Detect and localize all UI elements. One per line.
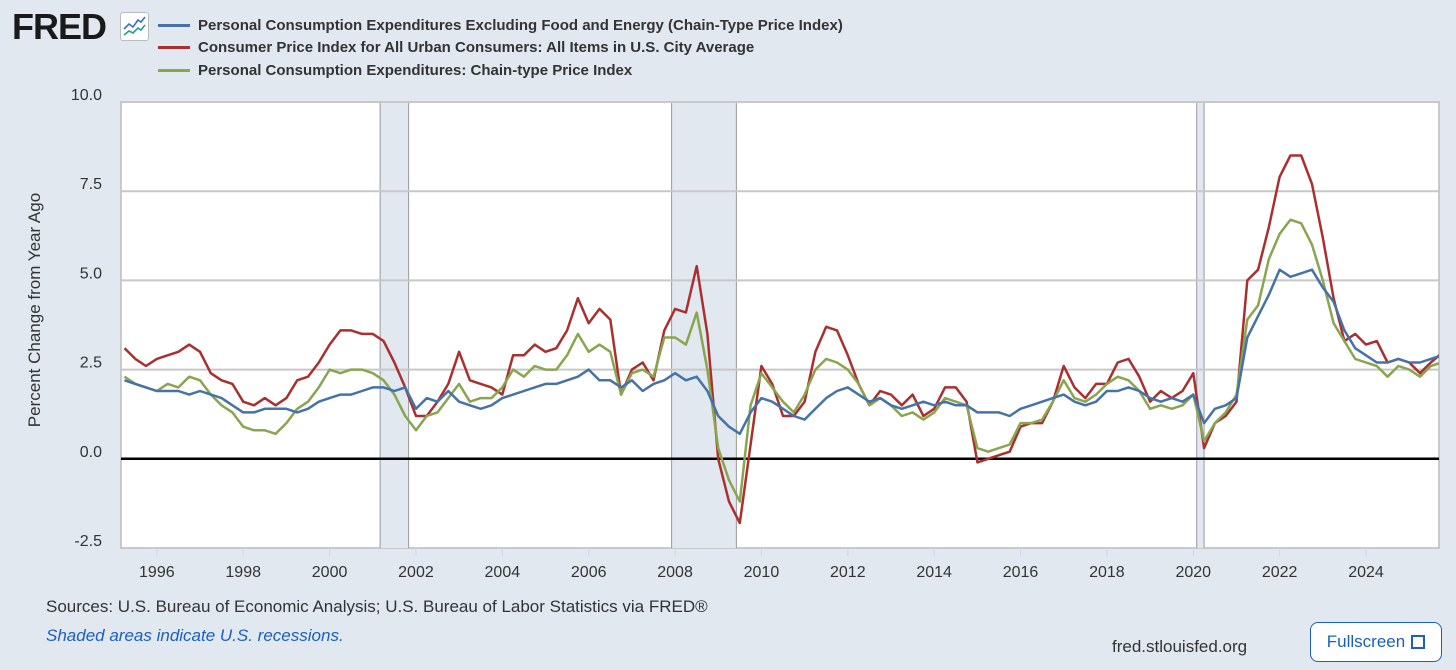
x-tick-label: 2018 xyxy=(1089,564,1125,581)
x-tick-label: 2002 xyxy=(398,564,434,581)
series-group xyxy=(123,154,1439,525)
legend-item-core-pce[interactable]: Personal Consumption Expenditures Exclud… xyxy=(158,14,843,37)
legend-label: Personal Consumption Expenditures: Chain… xyxy=(198,61,633,79)
legend-label: Personal Consumption Expenditures Exclud… xyxy=(198,16,843,34)
x-tick-label: 2014 xyxy=(916,564,952,581)
legend-item-cpi[interactable]: Consumer Price Index for All Urban Consu… xyxy=(158,37,843,60)
recession-band xyxy=(380,102,409,548)
x-tick-label: 1996 xyxy=(139,564,175,581)
x-tick-label: 2024 xyxy=(1348,564,1384,581)
x-tick-label: 2020 xyxy=(1175,564,1211,581)
y-tick-label: 10.0 xyxy=(71,87,102,104)
sources-note: Sources: U.S. Bureau of Economic Analysi… xyxy=(46,597,708,616)
y-tick-label: 2.5 xyxy=(80,355,102,372)
chart-legend: Personal Consumption Expenditures Exclud… xyxy=(158,14,843,82)
x-tick-label: 2016 xyxy=(1003,564,1039,581)
series-line xyxy=(123,154,1439,525)
y-tick-label: -2.5 xyxy=(74,533,102,550)
line-chart-icon xyxy=(120,12,149,41)
legend-swatch xyxy=(158,23,190,27)
x-tick-label: 1998 xyxy=(225,564,261,581)
y-tick-label: 0.0 xyxy=(80,444,102,461)
recession-note-link[interactable]: Shaded areas indicate U.S. recessions. xyxy=(46,626,344,645)
plot-area xyxy=(120,101,1440,549)
legend-swatch xyxy=(158,46,190,50)
fullscreen-label: Fullscreen xyxy=(1326,632,1406,651)
y-tick-label: 5.0 xyxy=(80,265,102,282)
fullscreen-button[interactable]: Fullscreen xyxy=(1310,622,1442,662)
legend-swatch xyxy=(158,68,190,72)
x-tick-label: 2006 xyxy=(571,564,607,581)
series-line xyxy=(124,268,1439,436)
x-tick-label: 2008 xyxy=(657,564,693,581)
recession-band xyxy=(1196,102,1205,548)
y-tick-label: 7.5 xyxy=(80,176,102,193)
y-axis-title: Percent Change from Year Ago xyxy=(25,192,44,428)
site-link[interactable]: fred.stlouisfed.org xyxy=(1112,637,1248,656)
series-line xyxy=(123,218,1439,503)
x-tick-label: 2022 xyxy=(1262,564,1298,581)
legend-item-pce[interactable]: Personal Consumption Expenditures: Chain… xyxy=(158,59,843,82)
x-tick-label: 2000 xyxy=(312,564,348,581)
fullscreen-icon xyxy=(1411,635,1426,649)
legend-label: Consumer Price Index for All Urban Consu… xyxy=(198,39,755,57)
recession-band xyxy=(671,102,737,548)
chart-plot[interactable]: -2.5 0.0 2.5 5.0 7.5 10.0 1996 1998 2000 2002 2004… xyxy=(0,0,1456,600)
x-tick-label: 2012 xyxy=(830,564,866,581)
x-tick-label: 2010 xyxy=(744,564,780,581)
fred-logo[interactable]: FRED xyxy=(12,6,107,47)
x-tick-label: 2004 xyxy=(485,564,521,581)
